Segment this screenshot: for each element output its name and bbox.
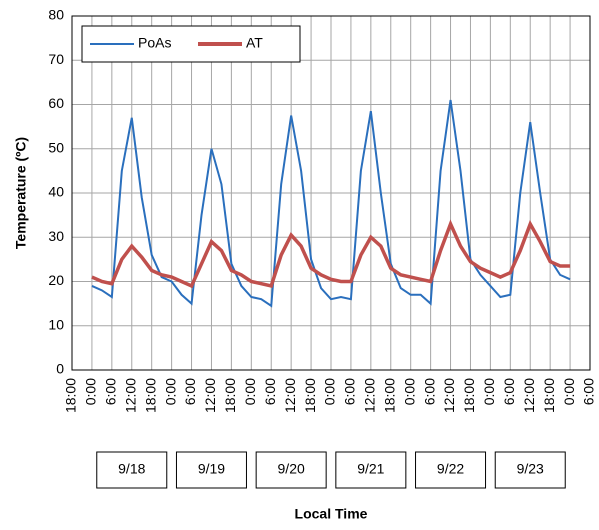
legend-label: AT [246, 35, 263, 51]
y-axis-title: Temperature (ºC) [13, 137, 29, 249]
x-tick-label: 6:00 [182, 378, 198, 405]
y-tick-label: 50 [48, 139, 64, 155]
x-tick-label: 12:00 [202, 378, 218, 413]
series-line [91, 99, 571, 308]
date-label: 9/20 [278, 461, 305, 477]
x-tick-label: 12:00 [441, 378, 457, 413]
x-axis-title: Local Time [295, 506, 368, 522]
x-tick-label: 0:00 [401, 378, 417, 405]
date-box [175, 451, 247, 489]
y-tick-label: 20 [48, 272, 64, 288]
x-tick-label: 6:00 [342, 378, 358, 405]
y-tick-label: 60 [48, 95, 64, 111]
x-tick-label: 6:00 [581, 378, 597, 405]
x-tick-label: 0:00 [83, 378, 99, 405]
x-tick-label: 6:00 [421, 378, 437, 405]
x-tick-label: 0:00 [242, 378, 258, 405]
x-tick-label: 0:00 [162, 378, 178, 405]
y-tick-label: 30 [48, 228, 64, 244]
y-tick-label: 70 [48, 51, 64, 67]
date-box [255, 451, 327, 489]
x-tick-label: 0:00 [322, 378, 338, 405]
x-tick-label: 6:00 [103, 378, 119, 405]
legend-label: PoAs [138, 35, 171, 51]
y-tick-label: 10 [48, 316, 64, 332]
x-tick-label: 18:00 [222, 378, 238, 413]
x-tick-label: 18:00 [461, 378, 477, 413]
x-tick-label: 18:00 [302, 378, 318, 413]
x-tick-label: 0:00 [481, 378, 497, 405]
plot-frame [71, 15, 591, 371]
x-tick-label: 6:00 [262, 378, 278, 405]
date-label: 9/18 [118, 461, 145, 477]
date-label: 9/22 [437, 461, 464, 477]
date-box [335, 451, 407, 489]
x-tick-label: 12:00 [521, 378, 537, 413]
series-line [91, 219, 571, 289]
date-box [96, 451, 168, 489]
date-label: 9/19 [198, 461, 225, 477]
x-tick-label: 18:00 [63, 378, 79, 413]
x-tick-label: 18:00 [142, 378, 158, 413]
x-tick-label: 12:00 [282, 378, 298, 413]
y-tick-label: 80 [48, 7, 64, 23]
y-tick-label: 40 [48, 184, 64, 200]
y-tick-label: 0 [56, 361, 64, 377]
date-box [415, 451, 487, 489]
date-label: 9/23 [517, 461, 544, 477]
x-tick-label: 6:00 [501, 378, 517, 405]
x-tick-label: 18:00 [541, 378, 557, 413]
x-tick-label: 12:00 [362, 378, 378, 413]
date-box [494, 451, 566, 489]
x-tick-label: 12:00 [122, 378, 138, 413]
date-label: 9/21 [357, 461, 384, 477]
x-tick-label: 18:00 [381, 378, 397, 413]
x-tick-label: 0:00 [561, 378, 577, 405]
